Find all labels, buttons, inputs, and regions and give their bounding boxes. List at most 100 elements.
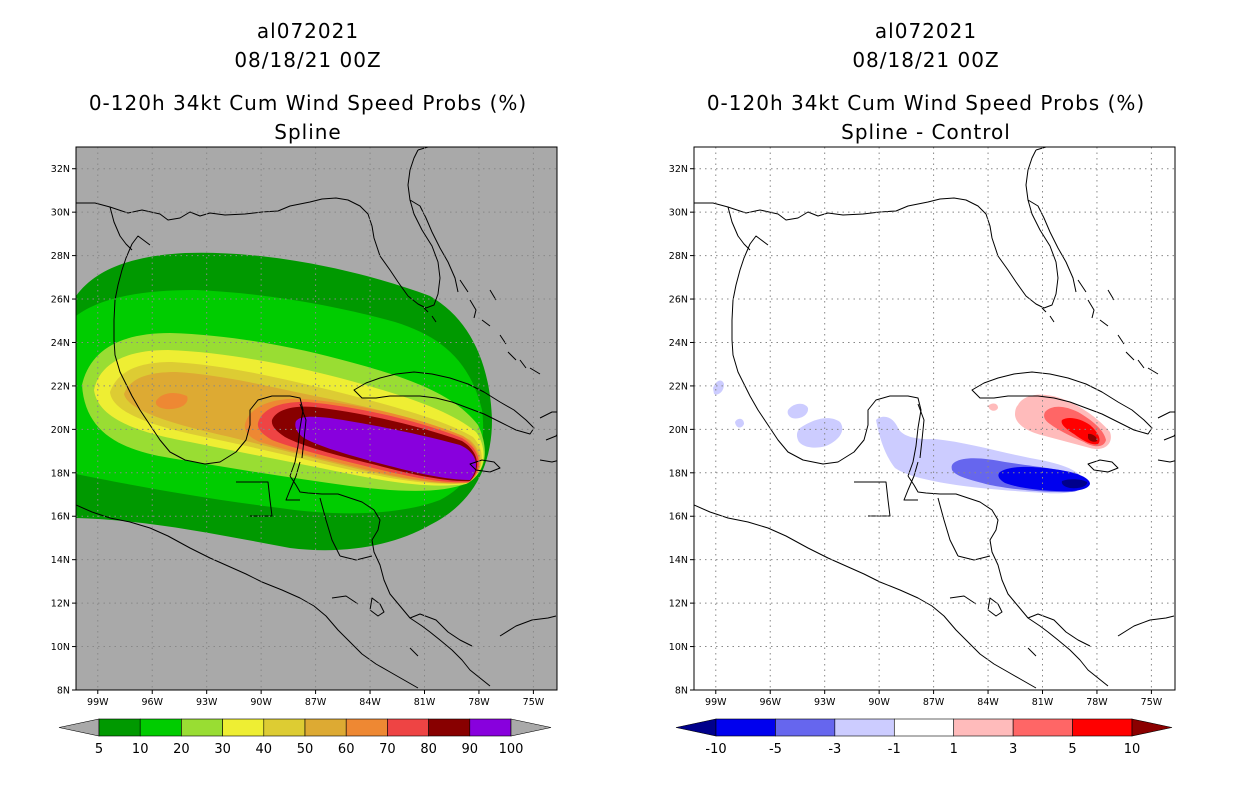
diff-dark-blue xyxy=(1061,479,1088,489)
coastline-segment xyxy=(907,475,1109,687)
lat-label: 8N xyxy=(675,686,688,697)
lon-label: 96W xyxy=(759,697,781,708)
left-panel: al072021 08/18/21 00Z 0-120h 34kt Cum Wi… xyxy=(51,19,558,757)
lat-label: 10N xyxy=(669,642,688,653)
coastlines xyxy=(694,147,1175,689)
coastline-segment xyxy=(1077,279,1159,375)
panel-subtitle: Spline xyxy=(274,120,341,144)
coastline-segment xyxy=(727,206,751,251)
colorbar-label: 60 xyxy=(338,742,355,757)
coastline-segment xyxy=(423,307,437,323)
lon-label: 87W xyxy=(305,697,327,708)
datetime-label: 08/18/21 00Z xyxy=(852,48,999,72)
lat-label: 20N xyxy=(669,425,688,436)
storm-id-label: al072021 xyxy=(257,19,359,43)
product-title: 0-120h 34kt Cum Wind Speed Probs (%) xyxy=(707,91,1145,115)
lon-label: 87W xyxy=(923,697,945,708)
coastline-segment xyxy=(469,459,501,473)
lat-label: 24N xyxy=(669,338,688,349)
lat-label: 18N xyxy=(51,468,70,479)
lat-label: 8N xyxy=(57,686,70,697)
lon-label: 99W xyxy=(87,697,109,708)
lon-label: 96W xyxy=(141,697,163,708)
lat-label: 22N xyxy=(669,381,688,392)
colorbar-label: 1 xyxy=(950,742,958,757)
coastline-segment xyxy=(731,235,922,477)
colorbar-label: -1 xyxy=(888,742,901,757)
coastline-segment xyxy=(539,459,557,463)
coastline-segment xyxy=(694,504,1037,689)
coastline-segment xyxy=(113,235,304,477)
colorbar: 5 10 20 30 40 50 60 70 80 90 100 xyxy=(58,718,552,757)
coastline-segment xyxy=(937,497,959,557)
coastline-segment xyxy=(299,403,307,459)
lat-label: 32N xyxy=(669,164,688,175)
colorbar-bin xyxy=(387,718,429,737)
diff-dark-red xyxy=(1088,433,1098,442)
colorbar-label: 30 xyxy=(214,742,231,757)
panel-subtitle: Spline - Control xyxy=(841,120,1011,144)
coastline-segment xyxy=(1157,459,1175,463)
coastline-segment xyxy=(319,497,341,557)
lon-label: 75W xyxy=(523,697,545,708)
coastline-segment xyxy=(409,199,459,293)
lon-label: 90W xyxy=(250,697,272,708)
lat-label: 28N xyxy=(51,251,70,262)
lon-label: 90W xyxy=(868,697,890,708)
coastline-segment xyxy=(854,481,891,517)
right-panel: al072021 08/18/21 00Z 0-120h 34kt Cum Wi… xyxy=(669,19,1176,757)
coastline-segment xyxy=(1027,647,1037,657)
lon-label: 78W xyxy=(1086,697,1108,708)
colorbar-bin xyxy=(263,718,306,737)
colorbar-label: 70 xyxy=(379,742,396,757)
diff-light-blue-3 xyxy=(787,403,809,419)
colorbar-bin xyxy=(98,718,141,737)
colorbar-label: 10 xyxy=(132,742,149,757)
coastline-segment xyxy=(339,555,373,561)
coastline-segment xyxy=(1087,459,1119,473)
storm-id-label: al072021 xyxy=(875,19,977,43)
coastline-segment xyxy=(949,595,977,605)
coastline-segment xyxy=(1027,199,1077,293)
colorbar-under-arrow xyxy=(675,718,717,737)
colorbar-label: -10 xyxy=(705,742,726,757)
colorbar-label: 20 xyxy=(173,742,190,757)
lat-label: 28N xyxy=(669,251,688,262)
coastline-segment xyxy=(539,411,557,441)
coastline-segment xyxy=(289,475,491,687)
lon-label: 81W xyxy=(1032,697,1054,708)
colorbar-label: 90 xyxy=(462,742,479,757)
lat-label: 14N xyxy=(669,555,688,566)
lat-label: 24N xyxy=(51,338,70,349)
colorbar-label: 100 xyxy=(499,742,524,757)
coastline-segment xyxy=(285,461,301,501)
coastline-segment xyxy=(1027,613,1175,647)
map-frame xyxy=(75,146,558,691)
colorbar-label: 3 xyxy=(1009,742,1017,757)
lat-label: 26N xyxy=(669,295,688,306)
colorbar-bin xyxy=(834,718,895,737)
lat-label: 22N xyxy=(51,381,70,392)
diff-light-blue-5 xyxy=(735,418,744,428)
axis-ticks: 99W 96W 93W 90W 87W 84W 81W 78W 75W 8N 10N 12N 14N 16… xyxy=(669,164,1163,708)
colorbar-label: 50 xyxy=(297,742,314,757)
colorbar-bin xyxy=(222,718,265,737)
lat-label: 12N xyxy=(669,599,688,610)
lat-label: 32N xyxy=(51,164,70,175)
lon-label: 75W xyxy=(1141,697,1163,708)
colorbar-bin xyxy=(953,718,1014,737)
coastline-segment xyxy=(903,461,919,501)
lon-label: 93W xyxy=(814,697,836,708)
colorbar-bin xyxy=(345,718,388,737)
coastline-segment xyxy=(409,647,419,657)
colorbar-bin xyxy=(775,718,836,737)
coastline-segment xyxy=(694,149,1059,309)
diff-light-red-2 xyxy=(988,403,998,411)
probability-field xyxy=(76,252,492,551)
colorbar-bin xyxy=(139,718,182,737)
lat-label: 16N xyxy=(51,512,70,523)
lon-label: 99W xyxy=(705,697,727,708)
difference-field xyxy=(713,380,1111,494)
coastline-segment xyxy=(1041,307,1055,323)
